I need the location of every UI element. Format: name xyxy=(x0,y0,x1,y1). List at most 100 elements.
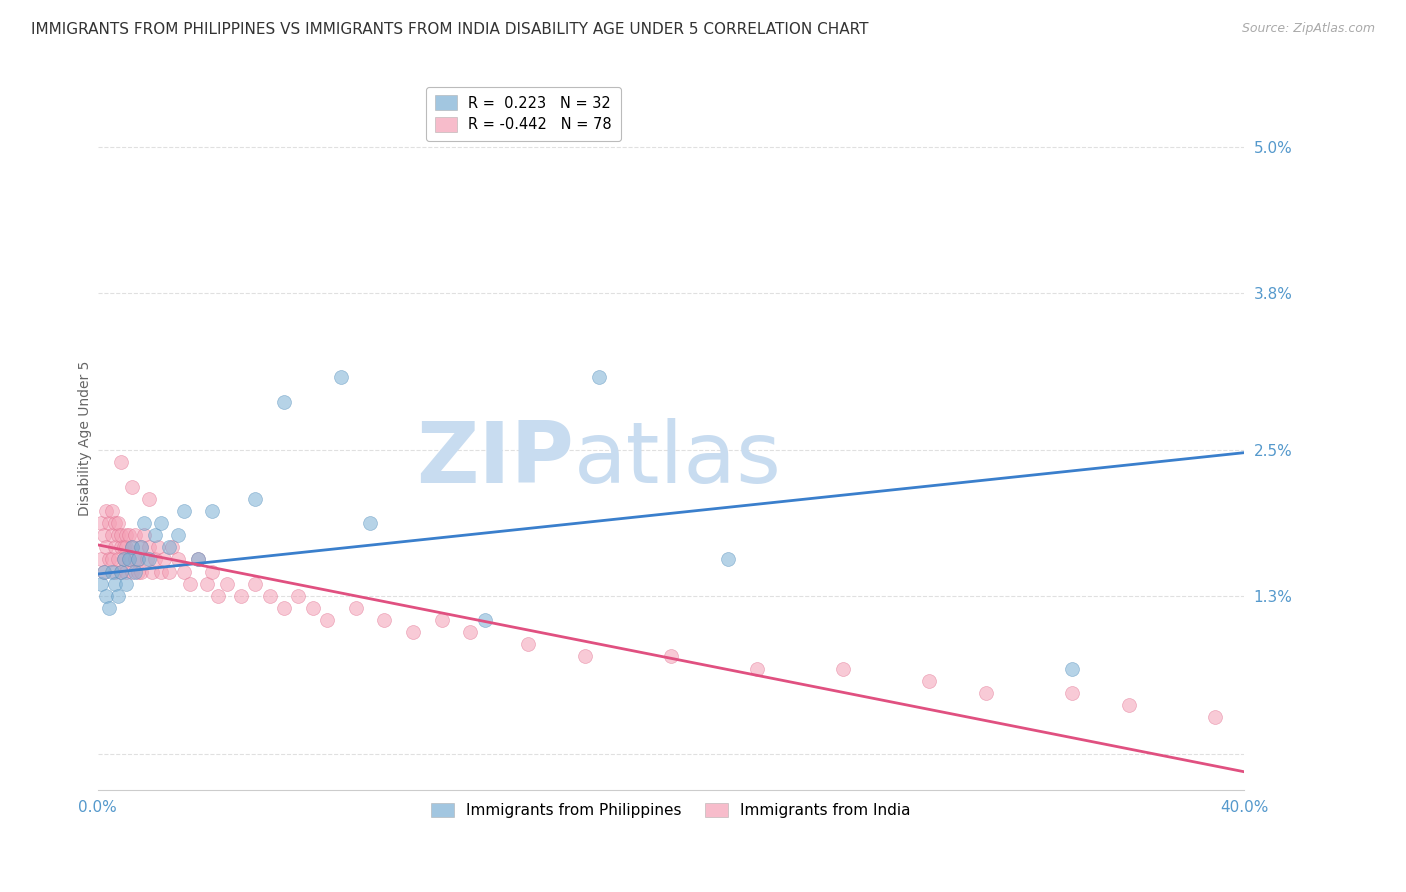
Point xyxy=(110,565,132,579)
Point xyxy=(287,589,309,603)
Point xyxy=(152,552,174,566)
Point xyxy=(101,552,124,566)
Point xyxy=(127,552,149,566)
Point xyxy=(179,576,201,591)
Point xyxy=(273,601,295,615)
Point xyxy=(1060,686,1083,700)
Point xyxy=(104,541,127,555)
Point xyxy=(717,552,740,566)
Point xyxy=(588,370,610,384)
Point xyxy=(918,673,941,688)
Point xyxy=(215,576,238,591)
Point xyxy=(245,576,267,591)
Point xyxy=(132,528,155,542)
Point xyxy=(143,528,166,542)
Point xyxy=(474,613,496,627)
Point xyxy=(187,552,209,566)
Point xyxy=(159,565,181,579)
Point xyxy=(831,662,853,676)
Point xyxy=(344,601,367,615)
Point xyxy=(101,504,124,518)
Point xyxy=(143,552,166,566)
Point xyxy=(229,589,252,603)
Point xyxy=(96,504,118,518)
Point xyxy=(201,565,224,579)
Point xyxy=(118,552,141,566)
Point xyxy=(112,552,135,566)
Point xyxy=(149,565,172,579)
Point xyxy=(115,528,138,542)
Point xyxy=(138,491,160,506)
Point xyxy=(167,552,190,566)
Point xyxy=(974,686,997,700)
Point xyxy=(316,613,339,627)
Point xyxy=(121,541,143,555)
Point xyxy=(1118,698,1140,712)
Point xyxy=(141,565,163,579)
Point xyxy=(167,528,190,542)
Text: atlas: atlas xyxy=(574,417,782,500)
Point xyxy=(138,552,160,566)
Point xyxy=(96,589,118,603)
Point xyxy=(330,370,353,384)
Point xyxy=(659,649,682,664)
Point xyxy=(93,528,115,542)
Point xyxy=(107,516,129,530)
Point xyxy=(104,576,127,591)
Point xyxy=(101,528,124,542)
Text: IMMIGRANTS FROM PHILIPPINES VS IMMIGRANTS FROM INDIA DISABILITY AGE UNDER 5 CORR: IMMIGRANTS FROM PHILIPPINES VS IMMIGRANT… xyxy=(31,22,869,37)
Point xyxy=(110,565,132,579)
Point xyxy=(90,576,112,591)
Point xyxy=(201,504,224,518)
Y-axis label: Disability Age Under 5: Disability Age Under 5 xyxy=(79,360,93,516)
Point xyxy=(745,662,768,676)
Point xyxy=(104,565,127,579)
Point xyxy=(146,541,169,555)
Point xyxy=(107,589,129,603)
Point xyxy=(90,552,112,566)
Point xyxy=(460,625,482,640)
Point xyxy=(173,504,195,518)
Point xyxy=(115,565,138,579)
Point xyxy=(93,565,115,579)
Point xyxy=(195,576,218,591)
Point xyxy=(207,589,229,603)
Point xyxy=(90,516,112,530)
Point xyxy=(112,552,135,566)
Point xyxy=(273,394,295,409)
Legend: Immigrants from Philippines, Immigrants from India: Immigrants from Philippines, Immigrants … xyxy=(425,797,917,824)
Point xyxy=(124,565,146,579)
Point xyxy=(301,601,323,615)
Point xyxy=(118,528,141,542)
Point xyxy=(132,516,155,530)
Point xyxy=(118,552,141,566)
Point xyxy=(124,528,146,542)
Point xyxy=(149,516,172,530)
Point xyxy=(127,565,149,579)
Point xyxy=(138,541,160,555)
Point xyxy=(98,552,121,566)
Point xyxy=(135,552,157,566)
Text: Source: ZipAtlas.com: Source: ZipAtlas.com xyxy=(1241,22,1375,36)
Point xyxy=(516,637,538,651)
Point xyxy=(98,516,121,530)
Point xyxy=(159,541,181,555)
Point xyxy=(98,601,121,615)
Point xyxy=(574,649,596,664)
Text: ZIP: ZIP xyxy=(416,417,574,500)
Point xyxy=(115,576,138,591)
Point xyxy=(115,541,138,555)
Point xyxy=(129,541,152,555)
Point xyxy=(245,491,267,506)
Point xyxy=(112,541,135,555)
Point xyxy=(402,625,425,640)
Point xyxy=(162,541,184,555)
Point xyxy=(93,565,115,579)
Point xyxy=(107,552,129,566)
Point xyxy=(1204,710,1226,724)
Point xyxy=(101,565,124,579)
Point xyxy=(121,480,143,494)
Point xyxy=(129,565,152,579)
Point xyxy=(259,589,281,603)
Point xyxy=(110,455,132,469)
